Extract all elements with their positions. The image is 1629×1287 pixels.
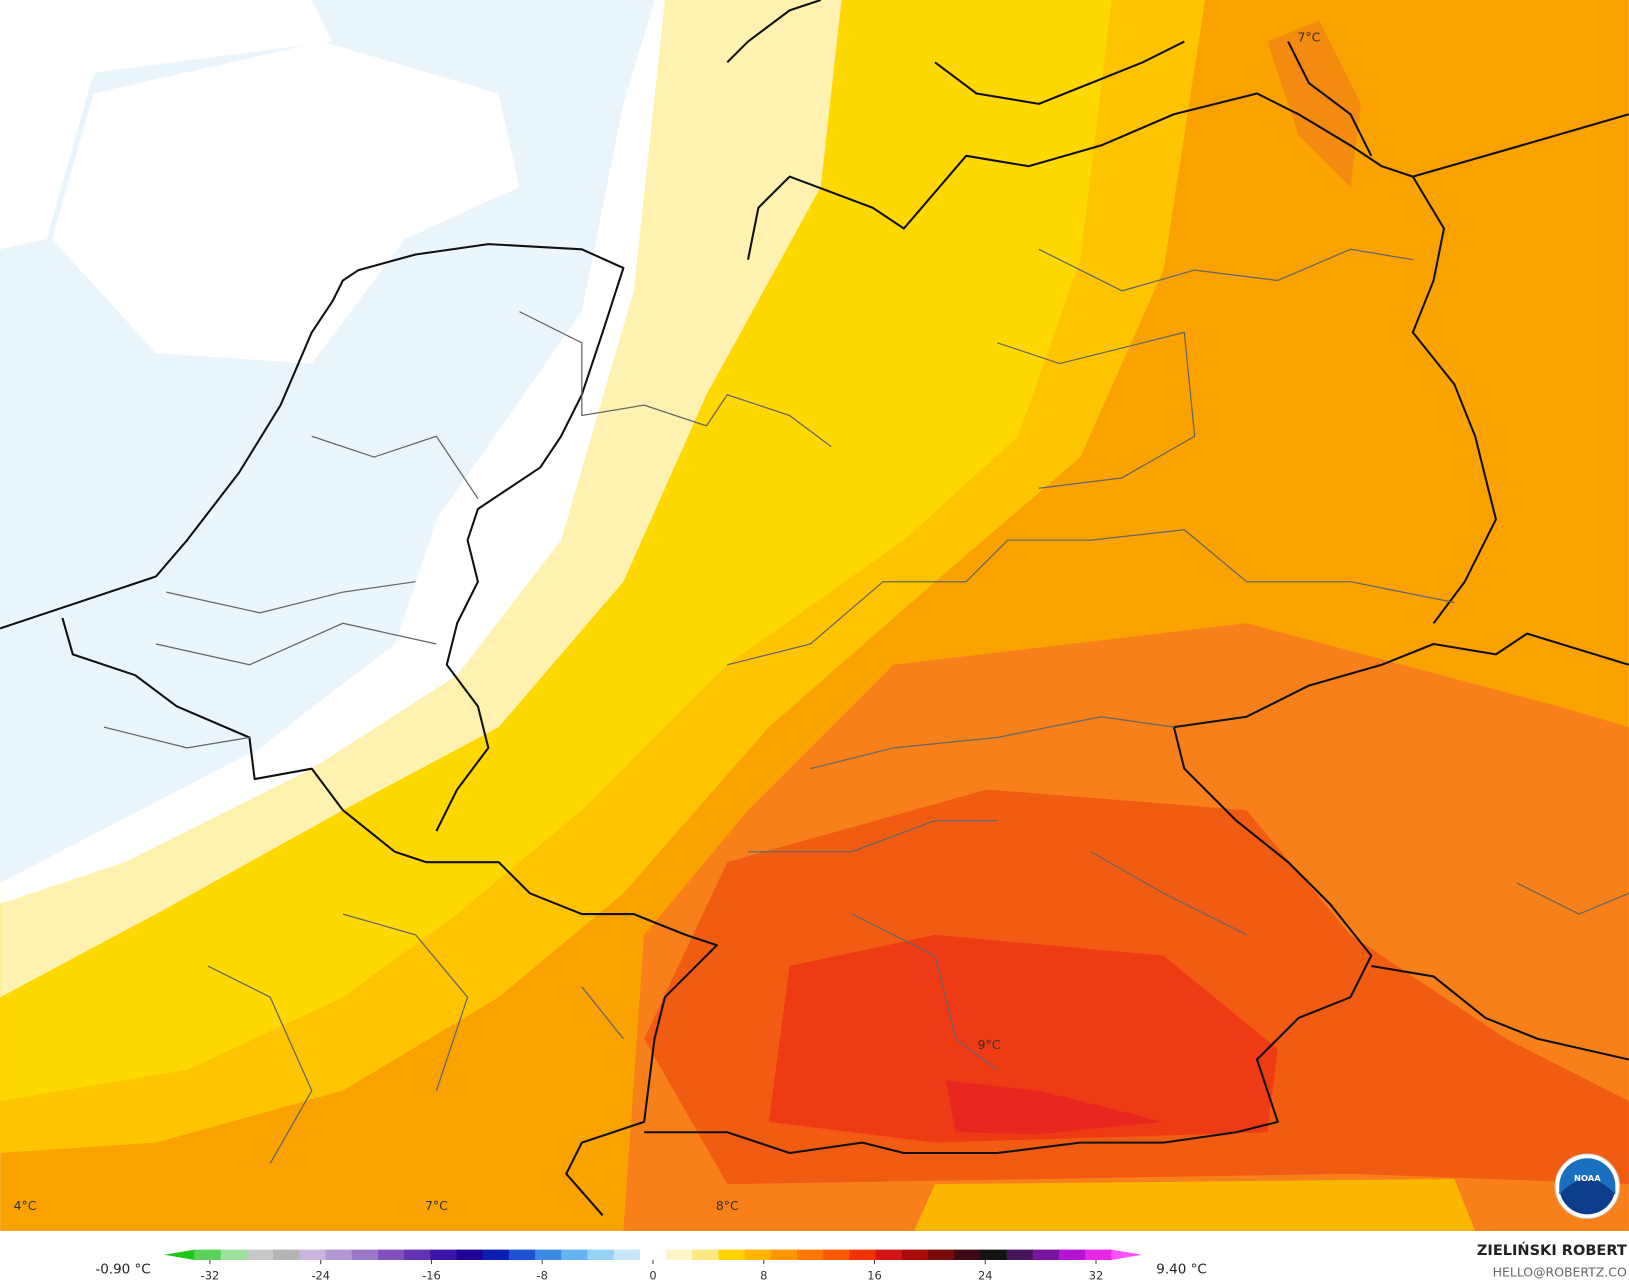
- colorbar-swatch: [613, 1249, 641, 1260]
- credit-email: HELLO@ROBERTZ.CO: [1493, 1265, 1627, 1280]
- colorbar-swatch: [456, 1249, 484, 1260]
- colorbar-swatch: [535, 1249, 562, 1260]
- credit-name: ZIELIŃSKI ROBERT: [1477, 1241, 1627, 1259]
- colorbar-swatch: [1058, 1249, 1086, 1260]
- colorbar-swatch: [220, 1249, 248, 1260]
- colorbar-swatch: [666, 1249, 693, 1260]
- colorbar-swatch: [954, 1249, 981, 1260]
- colorbar-swatch: [823, 1249, 850, 1260]
- colorbar-tick-label: 8: [760, 1269, 767, 1283]
- colorbar-tick-label: -8: [537, 1269, 548, 1283]
- colorbar-tick-label: -24: [311, 1269, 330, 1283]
- temp-zone: [945, 1080, 1164, 1135]
- colorbar: -0.90 °C 9.40 °C -32 -24 -16 -8 0 8 16 24 32: [95, 1249, 1207, 1283]
- colorbar-swatch: [928, 1249, 955, 1260]
- min-label: -0.90 °C: [95, 1261, 150, 1277]
- colorbar-swatch: [875, 1249, 903, 1260]
- colorbar-tick-label: 16: [867, 1269, 882, 1283]
- map-label: 9°C: [978, 1037, 1001, 1052]
- colorbar-swatch: [325, 1249, 353, 1260]
- colorbar-swatch: [1032, 1249, 1060, 1260]
- temp-zone: [52, 41, 520, 364]
- colorbar-swatch: [770, 1249, 798, 1260]
- colorbar-swatch: [273, 1249, 300, 1260]
- map: 7°C 9°C 4°C 7°C 8°C: [0, 0, 1629, 1231]
- map-label: 4°C: [14, 1198, 37, 1213]
- colorbar-swatch: [299, 1249, 327, 1260]
- colorbar-swatch: [430, 1249, 458, 1260]
- colorbar-swatch: [797, 1249, 824, 1260]
- region-border: [727, 248, 1455, 853]
- colorbar-swatch: [1085, 1249, 1112, 1260]
- colorbar-swatch: [194, 1249, 222, 1260]
- colorbar-swatch: [639, 1249, 667, 1260]
- temp-zone: [0, 0, 333, 250]
- colorbar-swatch: [1006, 1249, 1034, 1260]
- border: [747, 92, 1497, 624]
- temp-zone: [914, 1178, 1476, 1231]
- colorbar-tick-label: 24: [978, 1269, 993, 1283]
- colorbar-cap: [164, 1249, 195, 1260]
- colorbar-swatch: [508, 1249, 536, 1260]
- colorbar-swatch: [692, 1249, 719, 1260]
- colorbar-tick-label: 32: [1089, 1269, 1104, 1283]
- max-label: 9.40 °C: [1156, 1261, 1207, 1277]
- logo-wave: [1559, 1178, 1616, 1215]
- logo: NOAA: [1554, 1153, 1621, 1219]
- border: [1371, 965, 1629, 1061]
- colorbar-swatch: [482, 1249, 510, 1260]
- region-border: [103, 311, 832, 749]
- region-border: [207, 851, 1629, 1164]
- colorbar-tick-label: -16: [422, 1269, 441, 1283]
- colorbar-swatch: [404, 1249, 431, 1260]
- colorbar-swatch: [980, 1249, 1008, 1260]
- colorbar-swatch: [587, 1249, 615, 1260]
- coastline: [726, 0, 1373, 157]
- colorbar-cap: [1111, 1249, 1142, 1260]
- temp-zone: [1267, 20, 1361, 187]
- colorbar-swatch: [849, 1249, 877, 1260]
- colorbar-swatch: [351, 1249, 379, 1260]
- colorbar-swatch: [744, 1249, 772, 1260]
- border: [61, 617, 718, 1217]
- temp-zone: [768, 934, 1278, 1143]
- border: [644, 632, 1629, 1155]
- colorbar-swatch: [561, 1249, 589, 1260]
- logo-text: NOAA: [1574, 1173, 1601, 1183]
- map-label: 7°C: [425, 1198, 448, 1213]
- map-label: 7°C: [1298, 30, 1321, 45]
- colorbar-tick-label: 0: [649, 1269, 656, 1283]
- colorbar-swatch: [377, 1249, 405, 1260]
- border: [1412, 113, 1629, 178]
- colorbar-swatch: [246, 1249, 274, 1260]
- coastline: [0, 243, 625, 832]
- colorbar-tick-label: -32: [201, 1269, 220, 1283]
- map-label: 8°C: [716, 1198, 739, 1213]
- colorbar-swatch: [718, 1249, 746, 1260]
- colorbar-swatch: [901, 1249, 929, 1260]
